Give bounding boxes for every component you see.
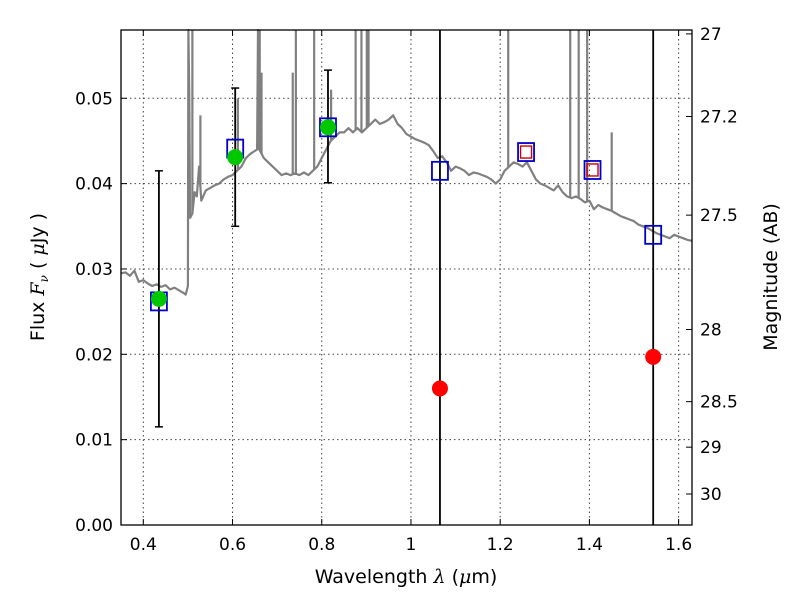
model-box-marker (583, 160, 602, 180)
model-box-marker (644, 224, 663, 245)
x-tick-label: 0.8 (308, 535, 335, 555)
detection-point (150, 290, 167, 307)
y2-tick-label: 30 (700, 485, 722, 505)
ticks: 0.4 0.6 0.8 1 1.2 1.4 1.6 0.00 0.01 0.02 0.03 0.04 0… (75, 25, 738, 555)
x-tick-label: 1.2 (487, 535, 514, 555)
y2-tick-label: 27.2 (700, 108, 738, 128)
spectrum-line (120, 28, 693, 296)
y2-tick-label: 27.5 (700, 206, 738, 226)
markers (150, 117, 663, 397)
x-tick-label: 1.4 (576, 535, 603, 555)
y-axis-label-unit-rest: Jy ) (27, 213, 49, 244)
x-tick-label: 1 (406, 535, 417, 555)
model-box-marker (431, 160, 449, 181)
upper-limit-point (645, 348, 662, 365)
plot-frame (120, 29, 693, 526)
y-axis-label-unit-open: ( (27, 262, 49, 269)
y2-tick-label: 29 (700, 438, 722, 458)
model-box-marker (517, 142, 535, 162)
y2-tick-label: 27 (700, 25, 722, 45)
y-tick-label: 0.05 (75, 89, 113, 109)
x-axis-label-unit-open: ( (452, 566, 459, 588)
y-tick-label: 0.04 (75, 175, 113, 195)
x-tick-label: 0.6 (219, 535, 246, 555)
y-axis-label: Flux Fν ( μJy ) (27, 213, 53, 341)
y-axis-label-mu: μ (27, 243, 49, 255)
x-axis-label-symbol: λ (432, 566, 445, 588)
y2-tick-label: 28.5 (700, 393, 738, 413)
y2-tick-label: 28 (700, 320, 722, 340)
y-axis-label-prefix: Flux (27, 302, 49, 342)
y2-axis-label: Magnitude (AB) (760, 203, 782, 351)
detection-point (319, 119, 336, 136)
x-axis-label: Wavelength λ (μm) (315, 566, 498, 588)
x-tick-label: 0.4 (130, 535, 157, 555)
y-axis-label-sub: ν (37, 275, 51, 282)
x-axis-label-mu: μ (459, 566, 471, 588)
detection-point (227, 149, 244, 166)
y-tick-label: 0.00 (75, 516, 113, 536)
inner-red-box-marker (586, 163, 599, 177)
grid (121, 30, 692, 525)
x-axis-label-unit-rest: m) (471, 566, 497, 588)
upper-limit-point (431, 380, 448, 397)
y-tick-label: 0.01 (75, 431, 113, 451)
y-tick-label: 0.03 (75, 260, 113, 280)
y-tick-label: 0.02 (75, 345, 113, 365)
spectrum (120, 28, 693, 296)
inner-red-box-marker (519, 145, 533, 159)
x-tick-label: 1.6 (665, 535, 692, 555)
x-axis-label-prefix: Wavelength (315, 566, 428, 588)
y-axis-label-symbol: F (27, 282, 49, 297)
